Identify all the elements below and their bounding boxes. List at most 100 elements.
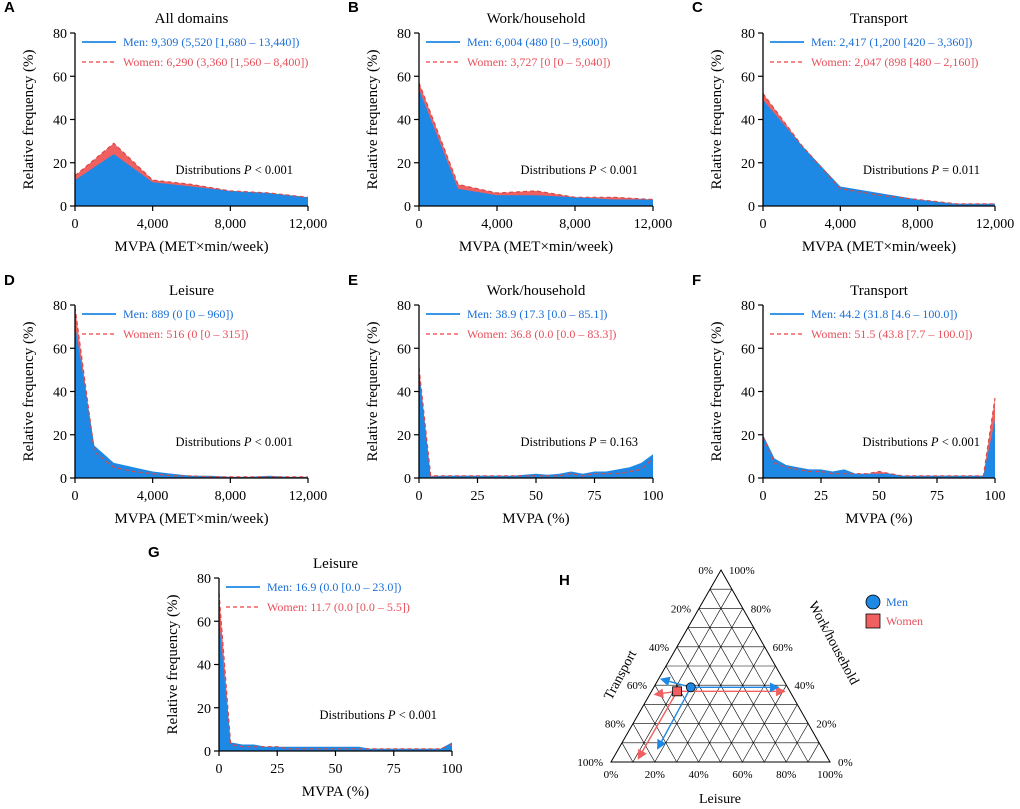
y-tick-label: 60	[53, 342, 67, 357]
transport-tick-label: 20%	[671, 603, 691, 615]
y-tick-label: 20	[741, 429, 755, 444]
y-tick-label: 40	[197, 659, 211, 674]
leisure-tick-label: 100%	[817, 769, 843, 781]
panel-letter: A	[4, 0, 15, 16]
x-tick-label: 75	[588, 489, 602, 504]
panel-b: B Work/household 0 20 40 60 80 0 4,000 8,000 12,00…	[348, 0, 672, 255]
y-tick-label: 0	[60, 200, 67, 215]
y-tick-label: 40	[741, 386, 755, 401]
panel-letter: D	[4, 272, 15, 289]
panel-letter: G	[148, 544, 160, 561]
men-arrow-transport	[659, 676, 691, 688]
panel-letter: E	[348, 272, 358, 289]
p-value-annotation: Distributions P < 0.001	[176, 435, 294, 449]
women-line	[762, 397, 996, 477]
men-marker	[685, 682, 696, 693]
legend-men-label: Men: 44.2 (31.8 [4.6 – 100.0])	[811, 307, 957, 321]
panel-h: H0%20%40%60%80%100% 0%20%40%60%80%100%0% 2…	[559, 565, 923, 807]
x-tick-label: 8,000	[215, 489, 247, 504]
x-tick-label: 25	[814, 489, 828, 504]
y-tick-label: 40	[53, 114, 67, 129]
y-tick-label: 20	[53, 157, 67, 172]
panel-letter: C	[692, 0, 703, 16]
p-value-annotation: Distributions P = 0.163	[521, 435, 639, 449]
women-line	[418, 82, 654, 201]
p-value-annotation: Distributions P = 0.011	[863, 163, 980, 177]
men-area	[75, 324, 308, 478]
work-axis-label: Work/household	[805, 599, 862, 687]
y-axis-label: Relative frequency (%)	[21, 322, 37, 462]
work-tick-label: 0%	[838, 757, 853, 769]
legend-men-label: Men: 38.9 (17.3 [0.0 – 85.1])	[467, 307, 607, 321]
x-tick-label: 75	[930, 489, 944, 504]
y-tick-label: 40	[53, 386, 67, 401]
panel-f: F Transport 0 20 40 60 80 0 25 50 75 100 MVPA (%) Rel…	[692, 272, 1006, 527]
y-tick-label: 80	[397, 299, 411, 314]
y-tick-label: 20	[741, 157, 755, 172]
work-tick-label: 60%	[773, 642, 793, 654]
y-tick-label: 0	[404, 200, 411, 215]
x-tick-label: 8,000	[559, 217, 591, 232]
panel-c: C Transport 0 20 40 60 80 0 4,000 8,000 12,000 MVPA…	[692, 0, 1014, 255]
x-tick-label: 12,000	[976, 217, 1015, 232]
x-tick-label: 12,000	[634, 217, 673, 232]
women-line	[74, 307, 308, 478]
women-arrow-leisure	[637, 690, 678, 760]
x-tick-label: 100	[985, 489, 1006, 504]
transport-axis-label: Transport	[602, 648, 641, 703]
panel-d: D Leisure 0 20 40 60 80 0 4,000 8,000 12,000 MVPA (…	[4, 272, 327, 527]
y-tick-label: 60	[397, 70, 411, 85]
y-tick-label: 80	[741, 27, 755, 42]
grid-line	[621, 742, 634, 763]
y-tick-label: 60	[397, 342, 411, 357]
x-tick-label: 4,000	[481, 217, 513, 232]
x-axis-label: MVPA (MET×min/week)	[114, 511, 268, 527]
legend-men-label: Men: 889 (0 [0 – 960])	[123, 307, 233, 321]
grid-line	[785, 723, 809, 763]
y-tick-label: 0	[748, 200, 755, 215]
legend-men-label: Men: 6,004 (480 [0 – 9,600])	[467, 35, 607, 49]
transport-tick-label: 0%	[698, 565, 713, 577]
legend-women-label: Women: 51.5 (43.8 [7.7 – 100.0])	[811, 327, 972, 341]
grid-line	[632, 723, 656, 763]
legend-women-label: Women: 11.7 (0.0 [0.0 – 5.5])	[267, 600, 410, 614]
panel-a: A All domains 0 20 40 60 80 0 4,000 8,000 12,000 MV…	[4, 0, 327, 255]
y-tick-label: 20	[197, 702, 211, 717]
y-axis-label: Relative frequency (%)	[709, 322, 725, 462]
x-tick-label: 0	[416, 489, 423, 504]
x-axis-label: MVPA (%)	[302, 784, 369, 800]
x-axis-label: MVPA (MET×min/week)	[802, 239, 956, 255]
leisure-tick-label: 40%	[689, 769, 709, 781]
p-value-annotation: Distributions P < 0.001	[320, 708, 438, 722]
women-line	[74, 142, 309, 198]
legend-men-label: Men: 2,417 (1,200 [420 – 3,360])	[811, 35, 972, 49]
y-tick-label: 40	[397, 386, 411, 401]
x-tick-label: 8,000	[215, 217, 247, 232]
y-tick-label: 80	[53, 27, 67, 42]
x-tick-label: 0	[72, 217, 79, 232]
y-axis-label: Relative frequency (%)	[365, 322, 381, 462]
legend-women-label: Women	[886, 614, 923, 628]
grid-line	[720, 665, 776, 763]
leisure-tick-label: 0%	[604, 769, 619, 781]
x-tick-label: 50	[872, 489, 886, 504]
legend-women-marker	[865, 613, 881, 629]
x-tick-label: 0	[416, 217, 423, 232]
panel-title: Leisure	[313, 556, 358, 572]
x-tick-label: 50	[529, 489, 543, 504]
x-axis-label: MVPA (%)	[845, 511, 912, 527]
grid-line	[643, 704, 677, 763]
x-tick-label: 4,000	[825, 217, 857, 232]
y-axis-label: Relative frequency (%)	[165, 595, 181, 735]
y-tick-label: 40	[397, 114, 411, 129]
x-tick-label: 12,000	[289, 217, 328, 232]
legend-men-label: Men: 16.9 (0.0 [0.0 – 23.0])	[267, 580, 401, 594]
men-area	[75, 154, 308, 206]
x-tick-label: 100	[643, 489, 664, 504]
women-line	[418, 367, 654, 477]
x-tick-label: 75	[387, 762, 401, 777]
p-value-annotation: Distributions P < 0.001	[521, 163, 639, 177]
legend-women-label: Women: 6,290 (3,360 [1,560 – 8,400])	[123, 55, 308, 69]
men-area	[219, 619, 452, 751]
